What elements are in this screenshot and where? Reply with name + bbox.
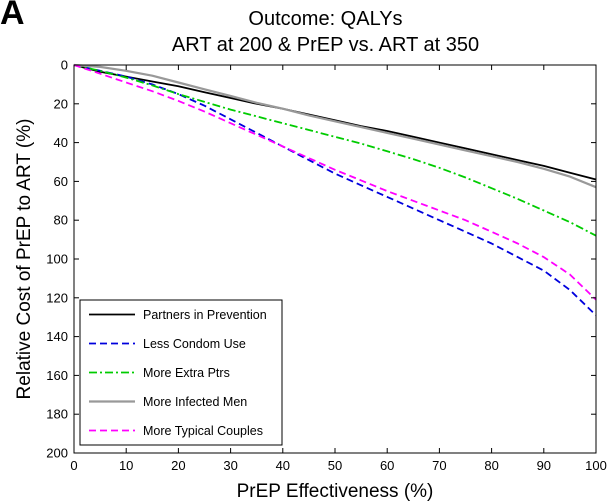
series-line-3 bbox=[73, 64, 597, 237]
x-tick-label: 70 bbox=[432, 458, 446, 473]
y-tick-label: 100 bbox=[46, 252, 68, 267]
chart-subtitle: ART at 200 & PrEP vs. ART at 350 bbox=[171, 34, 480, 56]
chart-title: Outcome: QALYs bbox=[248, 8, 403, 30]
y-tick-label: 40 bbox=[54, 135, 68, 150]
series-line-4 bbox=[73, 63, 597, 189]
legend-label: More Typical Couples bbox=[143, 424, 263, 438]
y-tick-label: 140 bbox=[46, 329, 68, 344]
legend-label: Less Condom Use bbox=[143, 337, 246, 351]
legend-label: More Extra Ptrs bbox=[143, 366, 230, 380]
x-axis: 0 10 20 30 40 50 60 70 80 90 100 bbox=[70, 65, 607, 473]
series-line-2 bbox=[73, 64, 597, 316]
x-axis-title: PrEP Effectiveness (%) bbox=[237, 481, 434, 502]
y-tick-label: 0 bbox=[61, 58, 68, 73]
y-axis: 0 20 40 60 80 100 120 140 160 180 200 bbox=[46, 58, 596, 461]
x-tick-label: 10 bbox=[119, 458, 133, 473]
x-tick-label: 30 bbox=[223, 458, 237, 473]
panel-label: A bbox=[0, 0, 25, 32]
x-tick-label: 50 bbox=[328, 458, 342, 473]
x-tick-label: 80 bbox=[484, 458, 498, 473]
legend: Partners in Prevention Less Condom Use Mor… bbox=[79, 299, 283, 446]
series-line-5 bbox=[73, 64, 597, 301]
y-tick-label: 200 bbox=[46, 446, 68, 461]
x-tick-label: 90 bbox=[537, 458, 551, 473]
y-tick-label: 180 bbox=[46, 407, 68, 422]
legend-label: Partners in Prevention bbox=[143, 308, 267, 322]
legend-box bbox=[79, 299, 283, 446]
plot-lines bbox=[73, 63, 597, 316]
y-tick-label: 80 bbox=[54, 213, 68, 228]
x-tick-label: 0 bbox=[70, 458, 77, 473]
legend-label: More Infected Men bbox=[143, 395, 247, 409]
y-tick-label: 120 bbox=[46, 290, 68, 305]
x-tick-label: 60 bbox=[380, 458, 394, 473]
x-tick-label: 40 bbox=[276, 458, 290, 473]
x-tick-label: 100 bbox=[585, 458, 607, 473]
y-tick-label: 60 bbox=[54, 174, 68, 189]
y-tick-label: 160 bbox=[46, 368, 68, 383]
x-tick-label: 20 bbox=[171, 458, 185, 473]
y-tick-label: 20 bbox=[54, 96, 68, 111]
y-axis-title: Relative Cost of PrEP to ART (%) bbox=[14, 119, 35, 400]
